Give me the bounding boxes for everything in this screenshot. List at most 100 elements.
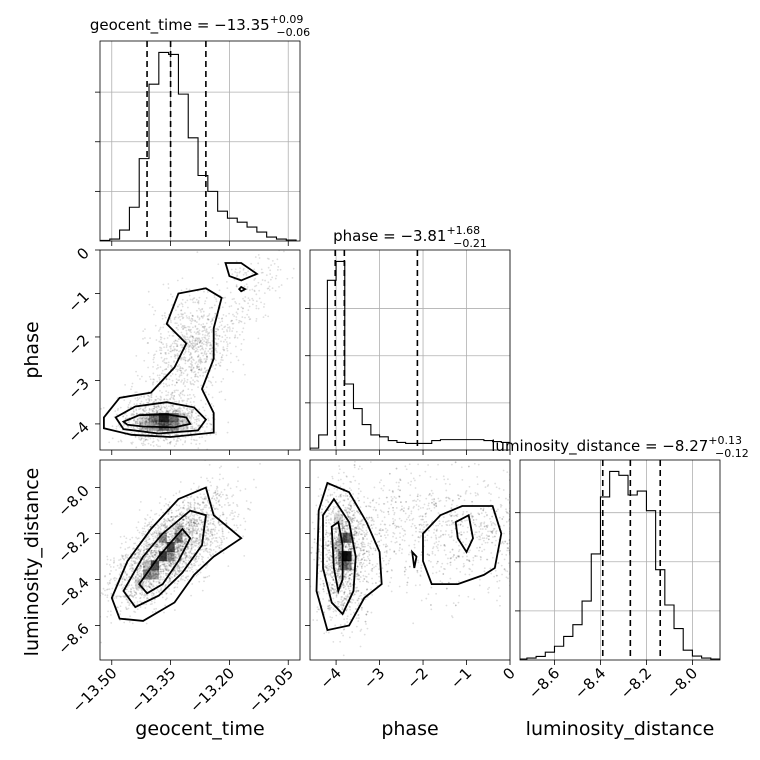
sample-point: [185, 347, 188, 350]
sample-point: [193, 344, 196, 346]
sample-point: [196, 424, 199, 427]
sample-point: [169, 350, 172, 353]
sample-point: [155, 421, 157, 424]
sample-point: [217, 338, 220, 340]
sample-point: [194, 373, 197, 376]
sample-point: [186, 547, 189, 550]
sample-point: [170, 558, 173, 560]
sample-point: [106, 596, 109, 599]
sample-point: [234, 271, 237, 273]
sample-point: [184, 369, 186, 372]
sample-point: [222, 552, 225, 555]
sample-point: [140, 375, 143, 378]
sample-point: [168, 588, 171, 590]
sample-point: [172, 527, 175, 530]
sample-point: [171, 334, 174, 337]
sample-point: [139, 565, 142, 567]
sample-point: [170, 440, 172, 443]
sample-point: [198, 318, 201, 321]
sample-point: [182, 381, 185, 384]
sample-point: [145, 417, 148, 420]
sample-point: [183, 335, 186, 337]
sample-point: [176, 423, 179, 426]
sample-point: [156, 430, 159, 433]
sample-point: [177, 539, 179, 542]
sample-point: [180, 346, 183, 349]
sample-point: [179, 413, 182, 416]
sample-point: [213, 316, 216, 319]
sample-point: [196, 365, 198, 367]
sample-point: [189, 393, 191, 396]
sample-point: [135, 596, 137, 599]
sample-point: [163, 398, 166, 401]
sample-point: [128, 584, 130, 587]
sample-point: [177, 424, 180, 426]
sample-point: [254, 277, 257, 280]
sample-point: [221, 527, 224, 530]
sample-point: [138, 397, 141, 400]
sample-point: [179, 369, 182, 372]
sample-point: [222, 296, 225, 299]
sample-point: [198, 539, 200, 542]
sample-point: [184, 411, 186, 414]
sample-point: [214, 550, 217, 553]
sample-point: [155, 420, 158, 423]
sample-point: [180, 537, 183, 540]
sample-point: [135, 526, 138, 529]
sample-point: [171, 383, 174, 386]
sample-point: [158, 581, 160, 584]
sample-point: [172, 570, 175, 573]
sample-point: [227, 483, 230, 486]
sample-point: [128, 621, 131, 623]
sample-point: [166, 531, 169, 534]
sample-point: [143, 396, 145, 399]
sample-point: [136, 427, 139, 430]
sample-point: [175, 422, 177, 425]
sample-point: [163, 560, 166, 563]
sample-point: [191, 356, 193, 359]
sample-point: [202, 330, 205, 332]
sample-point: [184, 350, 187, 353]
sample-point: [131, 413, 134, 416]
sample-point: [174, 556, 177, 559]
sample-point: [207, 527, 210, 530]
sample-point: [255, 486, 257, 489]
sample-point: [244, 300, 246, 303]
sample-point: [278, 296, 281, 299]
sample-point: [142, 330, 145, 332]
sample-point: [191, 298, 194, 301]
sample-point: [175, 525, 178, 528]
sample-point: [255, 317, 258, 320]
sample-point: [177, 553, 180, 556]
sample-point: [216, 283, 219, 286]
sample-point: [160, 341, 163, 344]
sample-point: [159, 526, 161, 528]
sample-point: [153, 423, 155, 425]
sample-point: [220, 358, 223, 361]
sample-point: [152, 408, 155, 410]
sample-point: [210, 555, 213, 558]
sample-point: [143, 596, 145, 599]
sample-point: [100, 407, 103, 410]
sample-point: [150, 408, 153, 411]
sample-point: [222, 493, 224, 496]
sample-point: [136, 529, 139, 532]
sample-point: [174, 555, 177, 558]
sample-point: [164, 523, 166, 526]
sample-point: [145, 548, 148, 551]
sample-point: [173, 445, 176, 447]
sample-point: [152, 437, 155, 440]
sample-point: [208, 514, 211, 516]
sample-point: [142, 416, 145, 418]
sample-point: [234, 336, 237, 338]
sample-point: [131, 578, 134, 581]
sample-point: [179, 407, 182, 410]
sample-point: [159, 589, 162, 592]
sample-point: [203, 580, 205, 583]
sample-point: [170, 367, 173, 369]
sample-point: [158, 514, 161, 517]
sample-point: [138, 531, 141, 534]
sample-point: [218, 494, 221, 497]
sample-point: [227, 501, 230, 504]
sample-point: [189, 351, 192, 354]
